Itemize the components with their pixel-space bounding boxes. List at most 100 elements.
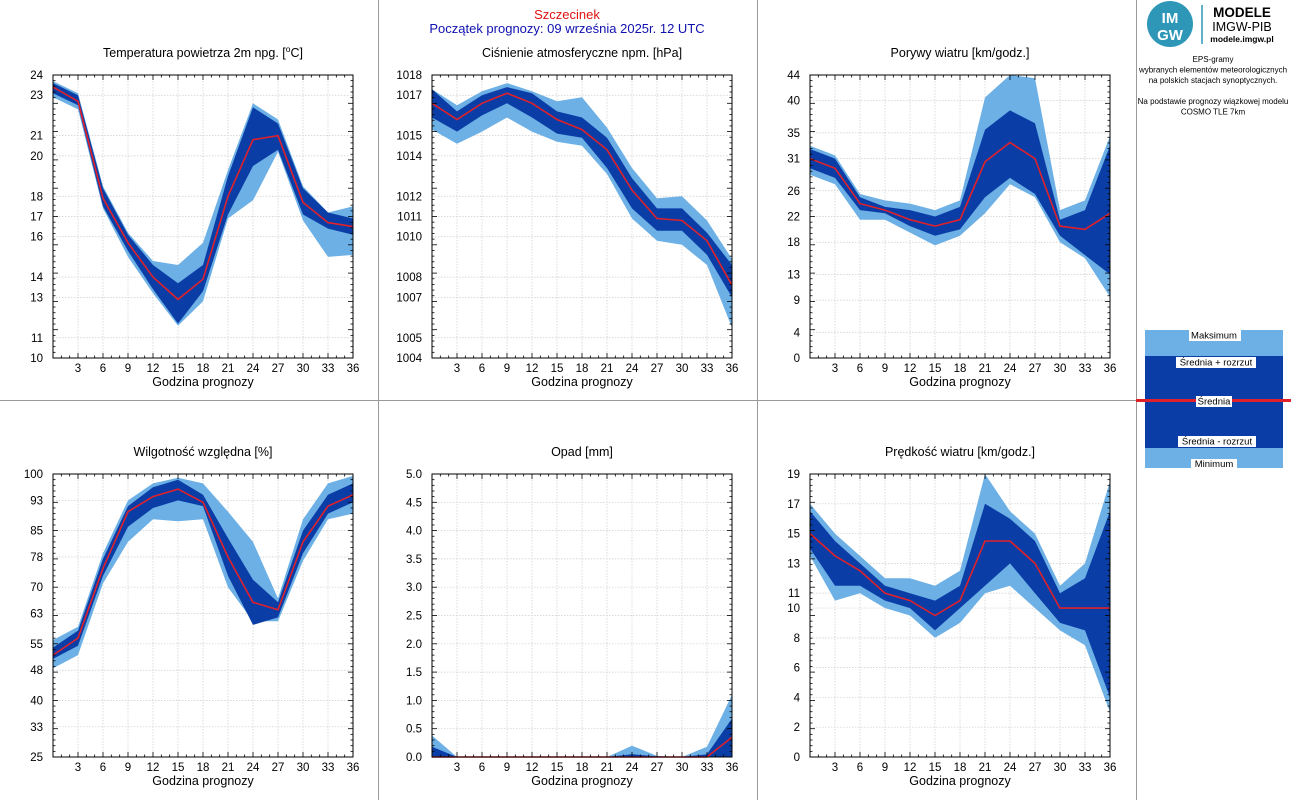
x-tick-label: 24 xyxy=(247,363,260,375)
legend-mean-plus-label: Średnia + rozrzut xyxy=(1180,357,1253,369)
y-tick-label: 16 xyxy=(30,232,43,244)
x-tick-label: 9 xyxy=(125,363,131,375)
x-tick-label: 24 xyxy=(1004,762,1017,774)
x-tick-label: 36 xyxy=(347,762,360,774)
x-tick-label: 3 xyxy=(454,762,460,774)
x-tick-label: 36 xyxy=(1104,762,1117,774)
x-tick-label: 21 xyxy=(222,363,235,375)
x-tick-label: 6 xyxy=(100,363,106,375)
y-tick-label: 40 xyxy=(787,96,800,108)
x-tick-label: 27 xyxy=(272,363,285,375)
x-tick-label: 30 xyxy=(676,363,689,375)
logo-badge-top: IM xyxy=(1162,10,1179,27)
min-max-band xyxy=(432,694,732,757)
y-tick-label: 3.0 xyxy=(406,582,422,594)
y-tick-label: 8 xyxy=(794,633,800,645)
chart-panel-5: Prędkość wiatru [km/godz.]3 6 9 12 15 18 21 24 2… xyxy=(787,445,1116,788)
chart-title-superscript: o xyxy=(286,44,291,54)
x-tick-label: 9 xyxy=(504,363,510,375)
x-tick-label: 36 xyxy=(1104,363,1117,375)
axis-ticks xyxy=(810,75,1110,358)
x-tick-label: 21 xyxy=(979,363,992,375)
x-tick-label: 24 xyxy=(247,762,260,774)
y-tick-label: 40 xyxy=(30,695,43,707)
legend-min-band xyxy=(1145,448,1283,468)
x-tick-label: 18 xyxy=(954,762,967,774)
x-tick-label: 9 xyxy=(125,762,131,774)
y-tick-label: 25 xyxy=(30,752,43,764)
station-name: Szczecinek xyxy=(534,7,600,22)
legend-max-label: Maksimum xyxy=(1191,331,1237,342)
x-axis-title: Godzina prognozy xyxy=(531,375,633,389)
info-text: EPS-gramy wybranych elementów meteorologi… xyxy=(1138,55,1289,117)
x-tick-label: 18 xyxy=(197,762,210,774)
gridlines xyxy=(432,473,733,758)
y-tick-label: 11 xyxy=(31,333,43,345)
mean-line xyxy=(809,533,1110,617)
x-tick-label: 30 xyxy=(1054,762,1067,774)
x-tick-label: 18 xyxy=(954,363,967,375)
y-tick-label: 0 xyxy=(794,353,800,365)
spread-band xyxy=(53,83,353,324)
y-tick-label: 18 xyxy=(787,237,800,249)
axis-ticks xyxy=(810,474,1110,757)
x-tick-label: 15 xyxy=(551,762,564,774)
x-tick-label: 30 xyxy=(1054,363,1067,375)
chart-title: Prędkość wiatru [km/godz.] xyxy=(885,445,1035,459)
chart-title: Ciśnienie atmosferyczne npm. [hPa] xyxy=(482,46,682,60)
y-tick-label: 26 xyxy=(787,186,800,198)
x-tick-label: 33 xyxy=(1079,363,1092,375)
x-tick-label: 12 xyxy=(904,363,917,375)
y-tick-label: 22 xyxy=(787,212,800,224)
spread-band xyxy=(810,110,1110,275)
legend-max-label-bg xyxy=(1189,330,1241,341)
x-tick-label: 21 xyxy=(601,363,614,375)
y-tick-label: 1004 xyxy=(396,353,422,365)
x-tick-label: 27 xyxy=(1029,363,1042,375)
y-tick-label: 4.5 xyxy=(406,497,422,509)
axis-ticks xyxy=(432,474,732,757)
y-tick-label: 13 xyxy=(787,558,800,570)
x-tick-label: 15 xyxy=(929,363,942,375)
mean-line xyxy=(52,86,354,301)
y-tick-label: 13 xyxy=(787,269,800,281)
x-tick-label: 18 xyxy=(576,363,589,375)
y-tick-label: 3.5 xyxy=(406,554,422,566)
info-line: na polskich stacjach synoptycznych. xyxy=(1149,76,1278,85)
y-tick-label: 33 xyxy=(30,722,43,734)
y-tick-label: 6 xyxy=(794,663,800,675)
legend-mean-minus-label-bg xyxy=(1178,436,1256,447)
axis-ticks xyxy=(53,75,353,358)
x-tick-label: 6 xyxy=(857,762,863,774)
chart-title: Temperatura powietrza 2m npg. [oC] xyxy=(103,44,303,60)
legend-min-label: Minimum xyxy=(1195,459,1234,470)
x-tick-label: 33 xyxy=(322,762,335,774)
y-tick-label: 13 xyxy=(30,292,43,304)
y-tick-label: 2.0 xyxy=(406,639,422,651)
y-tick-label: 85 xyxy=(30,526,43,538)
y-tick-label: 55 xyxy=(30,639,43,651)
x-tick-label: 27 xyxy=(1029,762,1042,774)
y-tick-label: 15 xyxy=(787,529,800,541)
chart-panel-2: Porywy wiatru [km/godz.]3 6 9 12 15 18 21 24 27 3… xyxy=(787,46,1116,389)
x-tick-label: 18 xyxy=(576,762,589,774)
x-tick-label: 15 xyxy=(172,762,185,774)
x-tick-label: 21 xyxy=(601,762,614,774)
forecast-start: Początek prognozy: 09 września 2025r. 12… xyxy=(429,21,704,36)
logo-line3: modele.imgw.pl xyxy=(1210,34,1273,44)
chart-panel-3: Wilgotność względna [%]3 6 9 12 15 18 21 24 27 30… xyxy=(24,445,360,788)
y-tick-label: 23 xyxy=(30,90,43,102)
y-tick-label: 10 xyxy=(787,603,800,615)
info-line: COSMO TLE 7km xyxy=(1181,108,1246,117)
x-tick-label: 33 xyxy=(701,762,714,774)
y-tick-label: 14 xyxy=(30,272,43,284)
y-tick-label: 1015 xyxy=(396,131,422,143)
x-axis-title: Godzina prognozy xyxy=(152,774,254,788)
y-tick-label: 19 xyxy=(787,469,800,481)
chart-panel-4: Opad [mm]3 6 9 12 15 18 21 24 27 30 33 360.00.51.01… xyxy=(406,445,738,788)
x-tick-label: 21 xyxy=(979,762,992,774)
x-axis-title: Godzina prognozy xyxy=(909,774,1011,788)
x-tick-label: 24 xyxy=(1004,363,1017,375)
y-tick-label: 5.0 xyxy=(406,469,422,481)
chart-title-part: C] xyxy=(290,46,303,60)
